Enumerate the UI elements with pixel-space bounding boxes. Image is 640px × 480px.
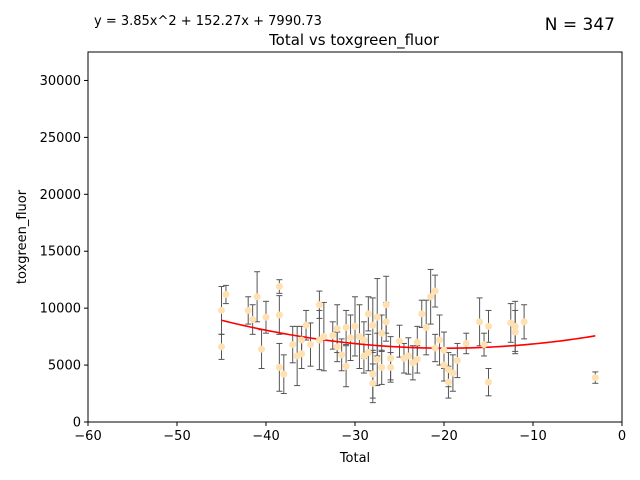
data-point [378,329,386,337]
data-point [347,334,355,342]
y-tick-label: 15000 [40,245,81,260]
data-point [431,344,439,352]
data-point [275,283,283,291]
y-axis: 0 5000 10000 15000 20000 25000 30000 [40,74,88,431]
data-point [404,352,412,360]
fit-curve [221,319,596,349]
data-point [387,363,395,371]
fit-equation: y = 3.85x^2 + 152.27x + 7990.73 [94,14,322,29]
data-point [222,290,230,298]
data-point [418,310,426,318]
data-point [413,338,421,346]
y-tick-label: 5000 [48,359,81,374]
data-point [218,343,225,351]
data-point [360,336,368,344]
x-tick-label: 0 [618,429,626,444]
data-point [369,370,377,378]
data-point [262,313,270,321]
data-point [436,336,444,344]
data-point [315,301,323,309]
data-point [396,337,403,345]
y-axis-label: toxgreen_fluor [15,189,30,284]
data-point [382,318,390,326]
data-point [444,378,452,386]
y-tick-label: 25000 [40,131,81,146]
data-point [427,293,435,301]
x-tick-label: −30 [341,429,368,444]
data-point [485,378,492,386]
data-point [275,363,283,371]
data-point [338,351,346,359]
data-point [298,350,306,358]
data-point [364,349,372,357]
x-axis-label: Total [339,451,370,466]
data-point [307,341,314,349]
data-point [333,343,341,351]
data-point [431,287,439,295]
data-point [342,362,350,370]
plot-area [88,52,622,422]
data-point [333,325,341,333]
data-point [373,355,381,363]
data-point [364,310,372,318]
data-point [258,345,266,353]
x-tick-label: −40 [252,429,279,444]
data-point [249,316,257,324]
data-point [476,318,484,326]
data-point [462,339,470,347]
data-point [280,370,288,378]
point-layer [218,283,599,387]
data-point [440,361,448,369]
data-point [449,369,457,377]
data-point [329,331,337,339]
x-axis: −60 −50 −40 −30 −20 −10 0 [74,422,626,444]
data-point [382,301,390,309]
data-point [289,341,297,349]
data-point [244,306,252,314]
x-tick-label: −10 [519,429,546,444]
x-tick-label: −20 [430,429,457,444]
data-point [378,363,386,371]
data-point [440,346,448,354]
data-point [373,313,381,321]
fit-layer [221,319,596,349]
data-point [302,321,310,329]
data-point [369,379,377,387]
data-point [342,324,350,332]
data-point [351,322,359,330]
data-point [422,324,430,332]
data-point [591,374,599,382]
data-point [511,322,519,330]
y-tick-label: 0 [73,416,81,431]
data-point [275,311,283,319]
data-point [453,357,461,365]
data-point [485,322,492,330]
x-tick-label: −60 [74,429,101,444]
sample-count: N = 347 [545,15,615,35]
data-point [511,328,519,336]
data-point [480,341,488,349]
y-tick-label: 30000 [40,74,81,89]
data-point [320,333,328,341]
x-tick-label: −50 [163,429,190,444]
data-point [369,321,377,329]
data-point [298,336,306,344]
y-tick-label: 10000 [40,302,81,317]
data-point [520,318,528,326]
y-tick-label: 20000 [40,188,81,203]
data-point [413,355,421,363]
data-point [253,293,261,301]
data-point [218,306,225,314]
chart-title: Total vs toxgreen_fluor [268,31,440,50]
data-point [387,354,395,362]
